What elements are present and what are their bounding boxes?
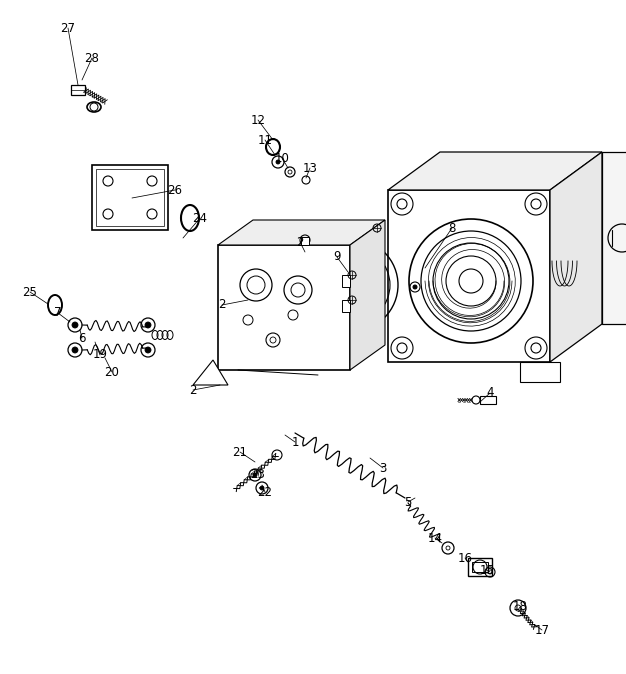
Text: 22: 22: [257, 485, 272, 499]
Text: 26: 26: [168, 183, 183, 197]
Circle shape: [72, 347, 78, 353]
Bar: [388, 190, 550, 362]
Polygon shape: [350, 220, 385, 370]
Polygon shape: [218, 220, 385, 245]
Text: 2: 2: [189, 384, 197, 396]
Text: 6: 6: [78, 332, 86, 344]
Text: 2: 2: [296, 235, 304, 249]
Circle shape: [253, 473, 257, 477]
Polygon shape: [193, 360, 228, 385]
Text: 21: 21: [232, 446, 247, 458]
Bar: [472, 562, 488, 572]
Text: 16: 16: [458, 551, 473, 565]
Bar: [480, 396, 496, 404]
Text: 19: 19: [93, 348, 108, 361]
Text: 2: 2: [218, 299, 226, 311]
Text: 15: 15: [480, 563, 495, 576]
Text: 27: 27: [61, 22, 76, 34]
Circle shape: [145, 347, 151, 353]
Text: 12: 12: [250, 113, 265, 127]
Circle shape: [260, 486, 264, 490]
Polygon shape: [520, 362, 560, 382]
Text: 20: 20: [105, 365, 120, 379]
Bar: [218, 245, 350, 370]
Polygon shape: [602, 152, 626, 324]
Bar: [342, 275, 350, 287]
Bar: [92, 165, 168, 230]
Text: 10: 10: [275, 152, 289, 164]
Circle shape: [276, 160, 280, 164]
Text: 1: 1: [291, 435, 299, 448]
Bar: [71, 85, 85, 95]
Text: 24: 24: [193, 212, 207, 224]
Circle shape: [145, 322, 151, 328]
Text: 23: 23: [250, 468, 265, 481]
Bar: [342, 300, 350, 312]
Circle shape: [72, 322, 78, 328]
Text: 8: 8: [448, 222, 456, 235]
Text: 28: 28: [85, 51, 100, 65]
Text: 13: 13: [302, 162, 317, 175]
Text: 4: 4: [486, 386, 494, 400]
Text: 7: 7: [54, 307, 62, 319]
Text: 18: 18: [513, 601, 528, 613]
Text: 3: 3: [379, 462, 387, 474]
Bar: [96, 169, 164, 226]
Circle shape: [413, 285, 417, 289]
Text: 25: 25: [23, 286, 38, 299]
Polygon shape: [550, 152, 602, 362]
Bar: [468, 558, 492, 576]
Text: 5: 5: [404, 495, 412, 508]
Text: 17: 17: [535, 623, 550, 636]
Polygon shape: [388, 152, 602, 190]
Text: 11: 11: [257, 133, 272, 146]
Text: 14: 14: [428, 532, 443, 545]
Bar: [301, 237, 309, 245]
Text: 9: 9: [333, 251, 341, 264]
